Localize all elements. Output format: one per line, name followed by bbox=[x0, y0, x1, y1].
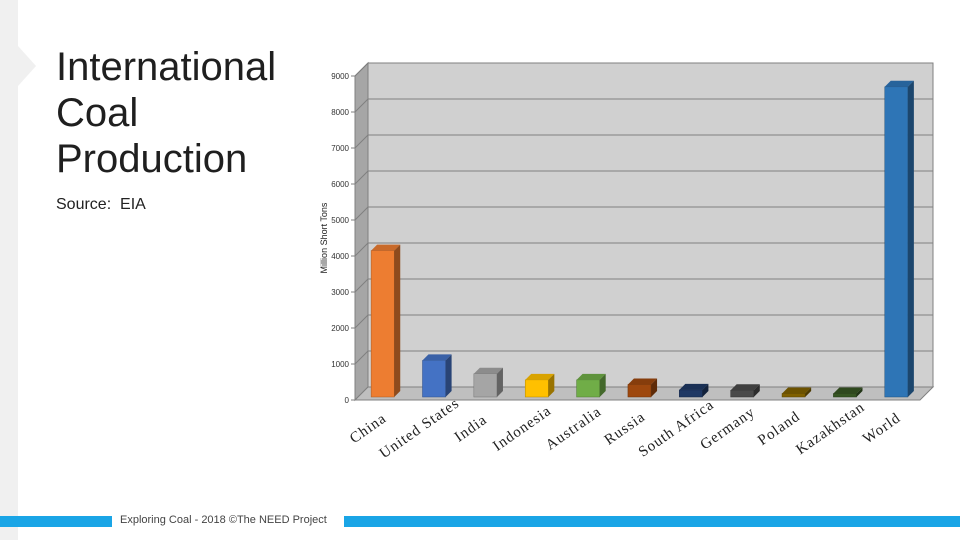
y-tick-label: 9000 bbox=[331, 72, 349, 81]
bar-side-face bbox=[856, 387, 863, 397]
gridline bbox=[354, 134, 933, 149]
title-line-1: International bbox=[56, 45, 277, 89]
bar-side-face bbox=[599, 373, 606, 397]
bar-top-face bbox=[833, 387, 863, 394]
x-category-label: Kazakhstan bbox=[793, 399, 868, 458]
bar-side-face bbox=[445, 354, 452, 397]
footer-credit: Exploring Coal - 2018 ©The NEED Project bbox=[120, 514, 327, 526]
bar-side-face bbox=[394, 244, 401, 397]
title-line-3: Production bbox=[56, 137, 248, 181]
bar bbox=[730, 390, 755, 398]
bar-top-face bbox=[371, 244, 401, 251]
title-chevron-marker bbox=[18, 46, 36, 86]
bar-top-face bbox=[473, 367, 503, 374]
gridline bbox=[354, 278, 933, 293]
bar-top-face bbox=[422, 354, 452, 361]
y-tick-label: 6000 bbox=[331, 180, 349, 189]
bar-top-face bbox=[525, 373, 555, 380]
bar-top-face bbox=[884, 80, 914, 87]
bar-top-face bbox=[679, 383, 709, 390]
slide-title: International Coal Production bbox=[56, 44, 316, 182]
bar-top-face bbox=[576, 373, 606, 380]
y-tick-label: 8000 bbox=[331, 108, 349, 117]
gridline bbox=[354, 314, 933, 329]
footer-bar-left bbox=[0, 516, 112, 527]
y-tick-label: 7000 bbox=[331, 144, 349, 153]
y-tick-label: 5000 bbox=[331, 216, 349, 225]
bar bbox=[679, 389, 703, 398]
y-tick-label: 2000 bbox=[331, 324, 349, 333]
bar bbox=[422, 360, 446, 398]
chart-side-wall bbox=[354, 61, 369, 402]
x-category-label: India bbox=[452, 412, 491, 446]
gridline bbox=[354, 62, 933, 77]
bar-side-face bbox=[753, 384, 760, 397]
bar-top-face bbox=[730, 384, 760, 391]
title-line-2: Coal bbox=[56, 91, 139, 135]
bar-side-face bbox=[496, 367, 503, 397]
x-category-label: Indonesia bbox=[490, 403, 554, 455]
gridline bbox=[354, 98, 933, 113]
x-category-label: China bbox=[347, 410, 390, 447]
gridline bbox=[354, 242, 933, 257]
y-tick-label: 0 bbox=[345, 396, 350, 405]
x-category-label: Australia bbox=[543, 404, 605, 454]
bar bbox=[370, 250, 395, 398]
x-category-label: United States bbox=[377, 395, 463, 462]
bar bbox=[833, 393, 857, 398]
footer-bar-right bbox=[344, 516, 960, 527]
bar bbox=[884, 86, 909, 398]
bar bbox=[781, 393, 806, 398]
bar-side-face bbox=[548, 373, 555, 397]
bar-side-face bbox=[651, 378, 658, 397]
bar-side-face bbox=[907, 80, 914, 398]
chart-back-wall bbox=[367, 62, 934, 388]
gridline bbox=[354, 350, 933, 365]
y-tick-label: 1000 bbox=[331, 360, 349, 369]
left-accent-strip bbox=[0, 0, 18, 540]
bar-side-face bbox=[805, 387, 812, 397]
bar bbox=[576, 379, 600, 398]
bar-top-face bbox=[782, 387, 812, 394]
y-tick-label: 4000 bbox=[331, 252, 349, 261]
bar bbox=[473, 373, 498, 398]
y-axis-title: Million Short Tons bbox=[319, 202, 329, 273]
source-note: Source: EIA bbox=[56, 196, 146, 213]
y-tick-label: 3000 bbox=[331, 288, 349, 297]
gridline bbox=[354, 206, 933, 221]
bar bbox=[627, 384, 652, 398]
bar-side-face bbox=[702, 383, 709, 397]
gridline bbox=[354, 170, 933, 185]
x-category-label: World bbox=[860, 410, 904, 447]
bar bbox=[524, 379, 549, 398]
bar-top-face bbox=[627, 378, 658, 385]
